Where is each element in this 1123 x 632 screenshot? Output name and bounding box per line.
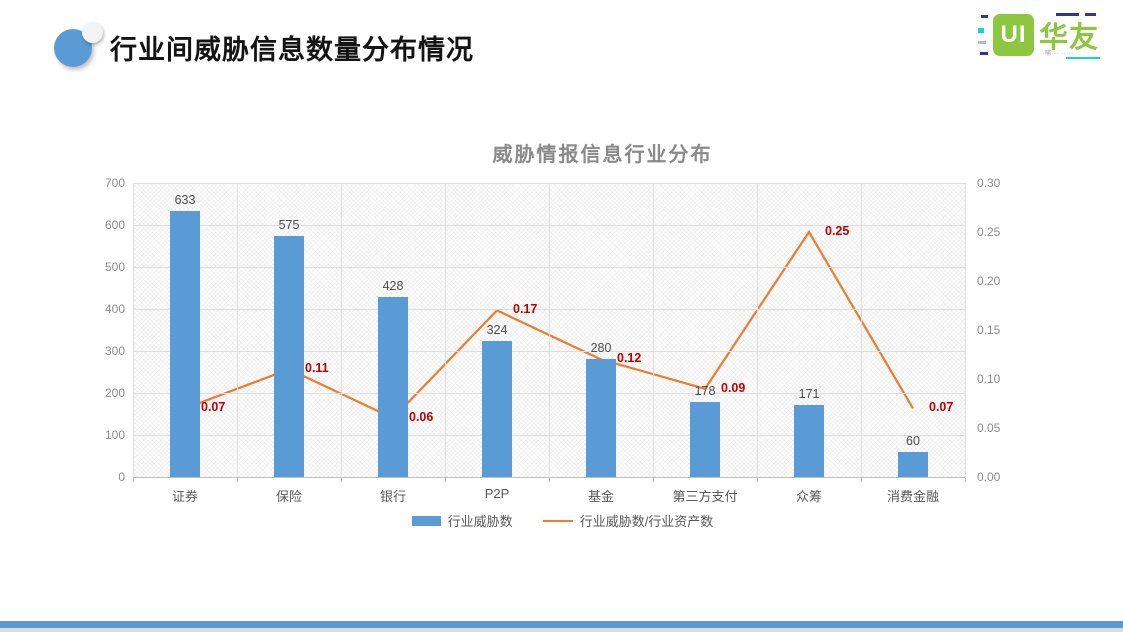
legend-label: 行业威胁数/行业资产数	[579, 514, 714, 529]
company-logo: UI 华友 ··哺··· ·····	[978, 8, 1108, 63]
logo-teal-mark-icon	[978, 28, 984, 33]
bar-value-label: 324	[486, 322, 508, 337]
footer-gray-strip	[0, 628, 1123, 632]
x-axis-tick	[445, 478, 446, 482]
logo-dash-icon	[980, 52, 988, 55]
line-value-label: 0.11	[305, 361, 329, 376]
bullet-white-circle	[82, 22, 103, 43]
category-label: 第三方支付	[672, 489, 738, 504]
right-axis-tick: 0.00	[977, 470, 1001, 484]
left-axis-tick: 400	[104, 302, 125, 316]
threat-count-bar	[898, 451, 928, 477]
line-value-label: 0.12	[617, 351, 642, 366]
logo-brand-text: 华友	[1039, 22, 1100, 54]
v-gridline	[445, 183, 446, 477]
slide-header: 行业间威胁信息数量分布情况 UI 华友 ··哺··· ·····	[0, 0, 1123, 90]
category-label: 基金	[587, 489, 614, 504]
right-axis-tick: 0.15	[977, 323, 1001, 337]
threat-distribution-chart: 威胁情报信息行业分布 633 575 428 324 280 178 171 60 0.07 0.…	[105, 133, 1015, 545]
x-axis-tick	[757, 478, 758, 482]
right-axis-tick: 0.30	[977, 176, 1001, 190]
right-axis-tick: 0.25	[977, 225, 1001, 239]
left-axis-tick: 100	[104, 428, 125, 442]
category-label: P2P	[484, 486, 510, 501]
bar-value-label: 633	[174, 193, 196, 208]
left-axis-tick: 600	[104, 218, 125, 232]
bar-value-label: 280	[590, 341, 612, 356]
line-value-label: 0.07	[201, 400, 226, 415]
chart-legend: 行业威胁数 行业威胁数/行业资产数	[110, 511, 1015, 530]
v-gridline	[861, 183, 862, 477]
right-axis-tick: 0.20	[977, 274, 1001, 288]
x-axis-tick	[237, 478, 238, 482]
footer-accent-bar	[0, 621, 1123, 628]
v-gridline	[549, 183, 550, 477]
line-value-label: 0.07	[929, 400, 954, 415]
plot-area: 633 575 428 324 280 178 171 60 0.07 0.11 0.06 0.17 0…	[133, 183, 966, 478]
x-axis-tick	[133, 478, 134, 482]
bar-value-label: 171	[798, 387, 820, 402]
left-axis-tick: 700	[104, 176, 125, 190]
x-axis-tick	[965, 478, 966, 482]
line-value-label: 0.17	[513, 302, 538, 317]
legend-item: 行业威胁数/行业资产数	[542, 511, 714, 530]
category-label: 消费金融	[886, 489, 939, 504]
v-gridline	[341, 183, 342, 477]
legend-label: 行业威胁数	[447, 514, 513, 529]
legend-bar-swatch-icon	[411, 515, 441, 526]
x-axis-tick	[341, 478, 342, 482]
x-axis-tick	[653, 478, 654, 482]
v-gridline	[237, 183, 238, 477]
bar-value-label: 178	[694, 384, 716, 399]
v-gridline	[965, 183, 966, 477]
logo-dash-icon	[1085, 13, 1096, 16]
v-gridline	[653, 183, 654, 477]
logo-underline-icon	[1066, 57, 1100, 59]
v-gridline	[133, 183, 134, 477]
left-axis-tick: 200	[104, 386, 125, 400]
logo-dash-icon	[1056, 13, 1079, 16]
line-value-label: 0.25	[825, 224, 850, 238]
line-value-label: 0.06	[409, 410, 434, 425]
legend-line-swatch-icon	[542, 519, 573, 522]
logo-ui-badge-icon: UI	[993, 14, 1034, 56]
right-axis-tick: 0.05	[977, 421, 1001, 435]
logo-gray-mark-icon	[978, 41, 986, 44]
logo-smallprint: ··哺··· ·····	[1040, 51, 1074, 57]
bar-value-label: 60	[906, 433, 920, 448]
category-label: 众筹	[795, 489, 822, 504]
category-label: 证券	[171, 489, 198, 504]
right-axis-tick: 0.10	[977, 372, 1001, 386]
left-axis-tick: 0	[118, 470, 125, 484]
v-gridline	[757, 183, 758, 477]
threat-count-bar	[274, 235, 304, 477]
bar-value-label: 428	[382, 279, 404, 294]
logo-dash-icon	[981, 15, 988, 18]
legend-item: 行业威胁数	[411, 511, 513, 530]
page-title: 行业间威胁信息数量分布情况	[110, 35, 474, 65]
category-label: 银行	[379, 489, 406, 504]
category-label: 保险	[275, 489, 302, 504]
bar-value-label: 575	[278, 217, 300, 232]
left-axis-tick: 300	[104, 344, 125, 358]
threat-count-bar	[170, 211, 200, 477]
x-axis-tick	[549, 478, 550, 482]
title-bullet-icon	[54, 22, 106, 72]
threat-count-bar	[794, 405, 824, 477]
threat-count-bar	[690, 402, 720, 477]
x-axis-tick	[861, 478, 862, 482]
line-value-label: 0.09	[721, 380, 746, 395]
left-axis-tick: 500	[104, 260, 125, 274]
threat-count-bar	[378, 297, 408, 477]
threat-count-bar	[482, 340, 512, 477]
chart-title: 威胁情报信息行业分布	[492, 144, 713, 166]
threat-count-bar	[586, 359, 616, 477]
